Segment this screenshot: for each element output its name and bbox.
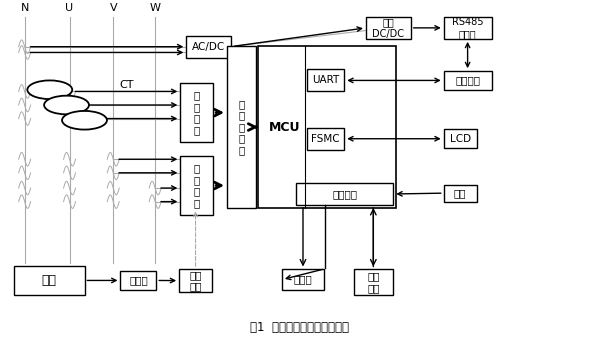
Text: AC/DC: AC/DC: [192, 42, 226, 51]
Bar: [366, 17, 411, 39]
Ellipse shape: [44, 96, 89, 114]
Text: 热电阻: 热电阻: [129, 275, 148, 285]
Bar: [282, 269, 324, 290]
Bar: [307, 128, 344, 150]
Bar: [180, 83, 213, 142]
Bar: [443, 17, 491, 39]
Text: 放
大
滤
波: 放 大 滤 波: [194, 90, 200, 135]
Bar: [14, 266, 85, 295]
Bar: [258, 46, 396, 209]
Bar: [296, 183, 394, 205]
Text: 模
数
转
换
器: 模 数 转 换 器: [238, 99, 244, 155]
Bar: [307, 69, 344, 92]
Bar: [180, 156, 213, 215]
Text: CT: CT: [119, 80, 134, 90]
Text: V: V: [109, 3, 117, 13]
Text: LCD: LCD: [449, 134, 470, 144]
Text: 通用接口: 通用接口: [332, 189, 357, 199]
Bar: [121, 271, 157, 290]
Text: N: N: [20, 3, 29, 13]
Bar: [186, 36, 231, 58]
Text: 隔离
DC/DC: 隔离 DC/DC: [372, 17, 404, 39]
Text: MCU: MCU: [269, 120, 301, 133]
Text: U: U: [65, 3, 74, 13]
Bar: [227, 46, 256, 209]
Bar: [354, 269, 393, 295]
Bar: [443, 185, 476, 202]
Text: UART: UART: [312, 75, 340, 85]
Text: 按键: 按键: [454, 188, 466, 198]
Text: 继电器: 继电器: [293, 275, 313, 285]
Text: 处理
电路: 处理 电路: [189, 270, 202, 292]
Bar: [443, 71, 491, 90]
Text: RS485
收发器: RS485 收发器: [452, 17, 484, 39]
Text: 图1  智能电机保护器硬件框图: 图1 智能电机保护器硬件框图: [251, 321, 349, 334]
Text: 电机: 电机: [41, 274, 56, 287]
Text: 隔离芯片: 隔离芯片: [455, 75, 480, 85]
Text: FSMC: FSMC: [311, 134, 340, 144]
Ellipse shape: [62, 111, 107, 130]
Text: 分
压
滤
波: 分 压 滤 波: [194, 163, 200, 208]
Bar: [179, 269, 212, 292]
Ellipse shape: [28, 80, 72, 99]
Text: 光电
隔离: 光电 隔离: [367, 271, 380, 293]
Bar: [443, 129, 476, 148]
Text: W: W: [149, 3, 161, 13]
